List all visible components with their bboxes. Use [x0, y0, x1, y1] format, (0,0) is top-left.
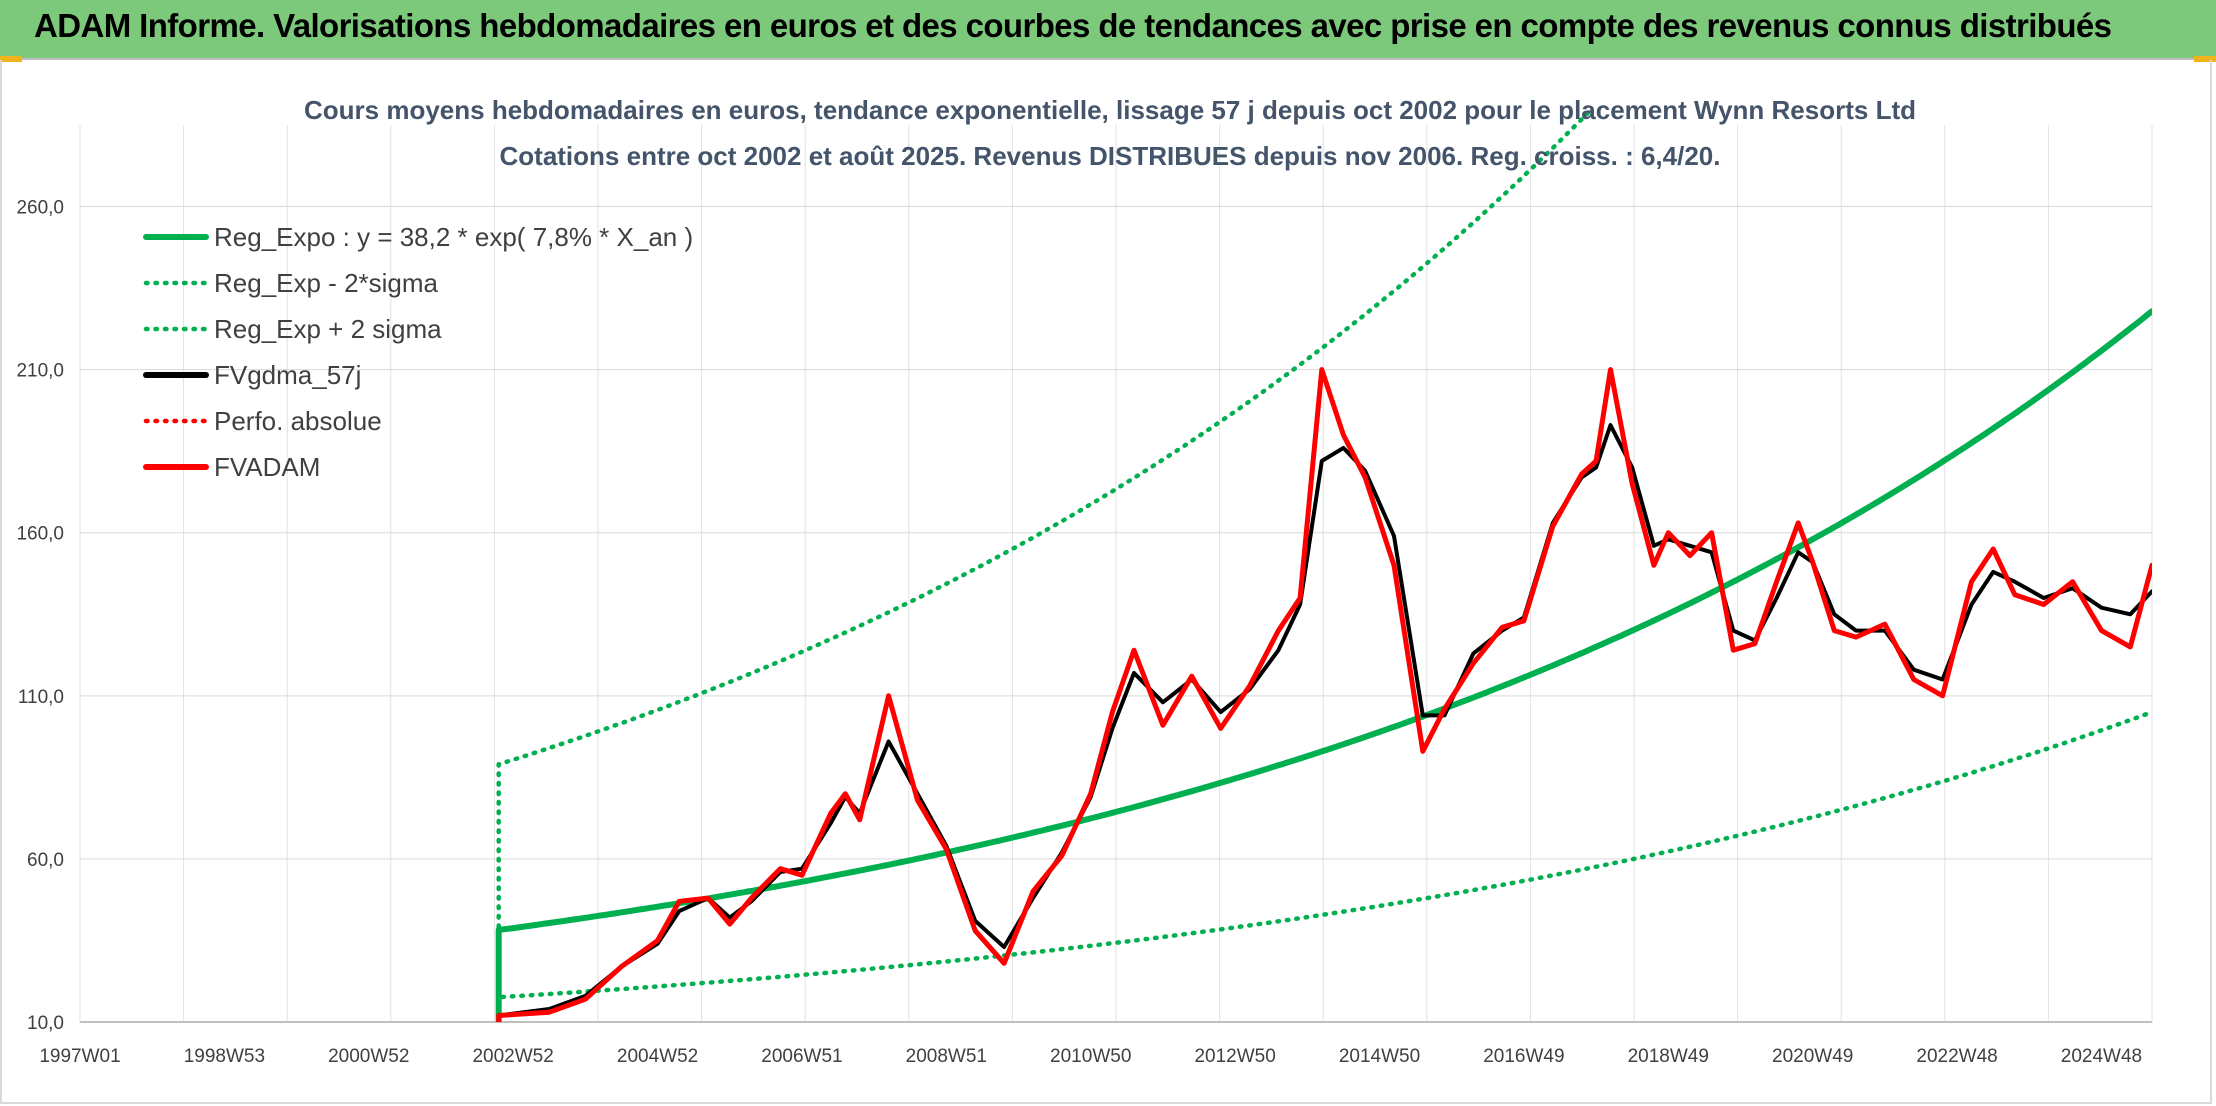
- y-tick-label: 210,0: [16, 361, 64, 382]
- x-tick-label: 2012W50: [1194, 1046, 1275, 1067]
- x-tick-label: 1997W01: [39, 1046, 120, 1067]
- legend-label: FVADAM: [214, 452, 320, 482]
- legend-label: Reg_Exp + 2 sigma: [214, 314, 442, 344]
- series-line-0: [495, 308, 2152, 1022]
- x-tick-label: 2022W48: [1916, 1046, 1997, 1067]
- y-tick-label: 10,0: [27, 1013, 64, 1034]
- x-tick-label: 2010W50: [1050, 1046, 1131, 1067]
- gridlines: [79, 125, 2153, 1023]
- x-tick-label: 2006W51: [761, 1046, 842, 1067]
- series-line-3: [496, 423, 2152, 1022]
- y-tick-label: 160,0: [16, 524, 64, 545]
- x-tick-label: 2004W52: [617, 1046, 698, 1067]
- x-tick-label: 2020W49: [1772, 1046, 1853, 1067]
- page-title: ADAM Informe. Valorisations hebdomadaire…: [34, 7, 2112, 44]
- x-axis-labels: 1997W01 1998W53 2000W52 2002W52 2004W52 2006W…: [39, 1046, 2142, 1067]
- chart-title: Cours moyens hebdomadaires en euros, ten…: [304, 95, 1916, 125]
- corner-marker-left: [0, 56, 22, 62]
- x-tick-label: 2000W52: [328, 1046, 409, 1067]
- corner-marker-right: [2194, 56, 2216, 62]
- legend-label: FVgdma_57j: [214, 360, 361, 390]
- legend-label: Reg_Exp - 2*sigma: [214, 268, 439, 298]
- series-lines: [495, 112, 2152, 1022]
- chart-subtitle: Cotations entre oct 2002 et août 2025. R…: [500, 141, 1721, 171]
- x-tick-label: 2018W49: [1628, 1046, 1709, 1067]
- y-tick-label: 110,0: [18, 687, 64, 708]
- series-line-2: [496, 112, 1592, 1022]
- chart-legend: Reg_Expo : y = 38,2 * exp( 7,8% * X_an )…: [143, 222, 693, 482]
- y-tick-label: 260,0: [16, 198, 64, 219]
- chart-frame: [0, 60, 2212, 1104]
- x-tick-label: 2002W52: [472, 1046, 553, 1067]
- series-line-1: [496, 709, 2152, 1022]
- y-axis-labels: 10,0 60,0 110,0 160,0 210,0 260,0: [16, 198, 64, 1034]
- x-tick-label: 2008W51: [906, 1046, 987, 1067]
- legend-label: Reg_Expo : y = 38,2 * exp( 7,8% * X_an ): [214, 222, 693, 252]
- series-line-4: [497, 368, 2152, 1022]
- header-banner: ADAM Informe. Valorisations hebdomadaire…: [0, 0, 2216, 60]
- x-tick-label: 2016W49: [1483, 1046, 1564, 1067]
- x-tick-label: 2024W48: [2061, 1046, 2142, 1067]
- x-tick-label: 1998W53: [184, 1046, 265, 1067]
- y-tick-label: 60,0: [27, 850, 64, 871]
- x-tick-label: 2014W50: [1339, 1046, 1420, 1067]
- legend-label: Perfo. absolue: [214, 406, 382, 436]
